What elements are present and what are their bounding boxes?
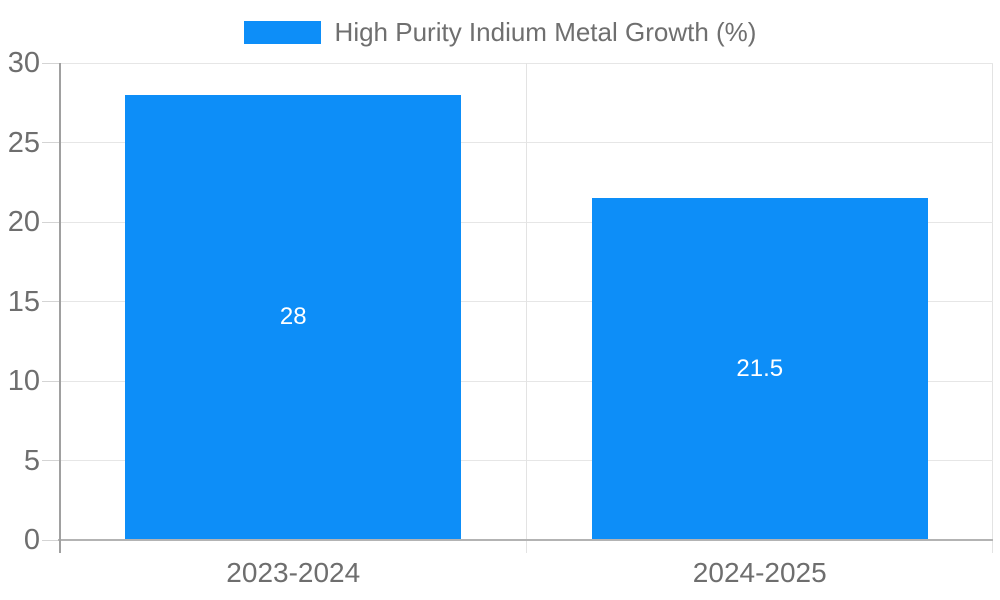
bar-2024-2025: 21.5 [591,198,928,540]
legend-swatch [243,20,321,44]
y-tick-label-25: 25 [7,126,40,159]
category-divider-ext-1 [526,540,527,553]
y-axis-line [59,63,61,553]
y-tick-mark-10 [42,380,60,382]
y-tick-label-15: 15 [7,285,40,318]
y-tick-label-20: 20 [7,206,40,238]
bar-value-label-2024-2025: 21.5 [736,355,784,383]
plot-area: 0 5 10 15 20 25 30 28 2023-2024 21.5 2024-2025 [8,47,993,588]
y-tick-mark-0 [42,539,60,541]
y-tick-mark-30 [42,63,60,64]
x-axis-label-2023-2024: 2023-2024 [226,557,361,588]
y-tick-label-0: 0 [23,524,40,556]
y-tick-mark-25 [42,142,60,143]
y-tick-label-10: 10 [7,365,40,397]
bar-value-label-2023-2024: 28 [279,303,307,331]
y-tick-mark-20 [42,221,60,223]
y-tick-mark-5 [42,460,60,461]
y-tick-label-5: 5 [23,444,40,477]
bar-2023-2024: 28 [125,94,462,540]
x-axis-baseline [58,539,993,541]
plot-right-border [992,63,993,553]
chart-legend: High Purity Indium Metal Growth (%) [0,18,1000,46]
y-tick-label-30: 30 [7,47,40,79]
category-divider-1 [526,63,527,540]
y-tick-mark-15 [42,301,60,302]
x-axis-label-2024-2025: 2024-2025 [692,557,827,588]
legend-label: High Purity Indium Metal Growth (%) [334,17,757,47]
